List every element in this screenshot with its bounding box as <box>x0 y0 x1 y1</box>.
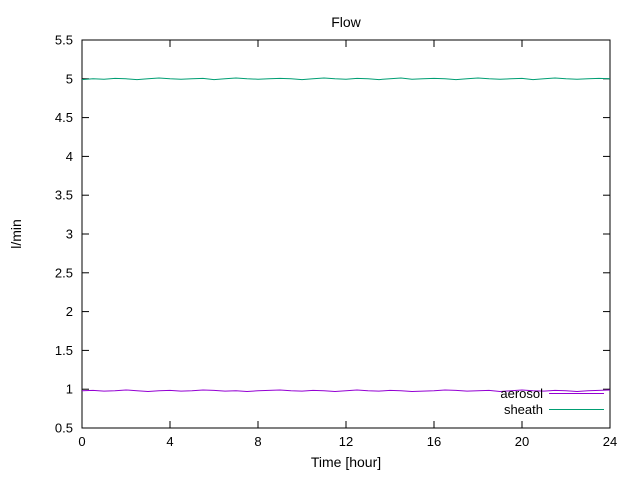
svg-text:24: 24 <box>603 434 617 449</box>
legend-line-sample-aerosol <box>549 393 604 394</box>
svg-text:3.5: 3.5 <box>55 188 73 203</box>
svg-text:8: 8 <box>254 434 261 449</box>
legend-label-aerosol: aerosol <box>500 386 543 401</box>
svg-text:2.5: 2.5 <box>55 265 73 280</box>
svg-text:5: 5 <box>66 71 73 86</box>
legend-item-sheath: sheath <box>500 402 604 417</box>
svg-text:0: 0 <box>78 434 85 449</box>
legend-line-sample-sheath <box>549 409 604 410</box>
svg-text:4: 4 <box>166 434 173 449</box>
svg-text:3: 3 <box>66 227 73 242</box>
svg-text:5.5: 5.5 <box>55 33 73 48</box>
svg-text:12: 12 <box>339 434 353 449</box>
x-axis-label: Time [hour] <box>310 454 382 470</box>
legend: aerosol sheath <box>500 386 604 417</box>
svg-text:20: 20 <box>515 434 529 449</box>
chart-title: Flow <box>331 14 361 30</box>
svg-text:1: 1 <box>66 382 73 397</box>
svg-text:0.5: 0.5 <box>55 421 73 436</box>
svg-text:1.5: 1.5 <box>55 343 73 358</box>
svg-text:2: 2 <box>66 304 73 319</box>
svg-text:4.5: 4.5 <box>55 110 73 125</box>
svg-text:16: 16 <box>427 434 441 449</box>
svg-text:4: 4 <box>66 149 73 164</box>
legend-label-sheath: sheath <box>503 402 543 417</box>
legend-item-aerosol: aerosol <box>500 386 604 401</box>
